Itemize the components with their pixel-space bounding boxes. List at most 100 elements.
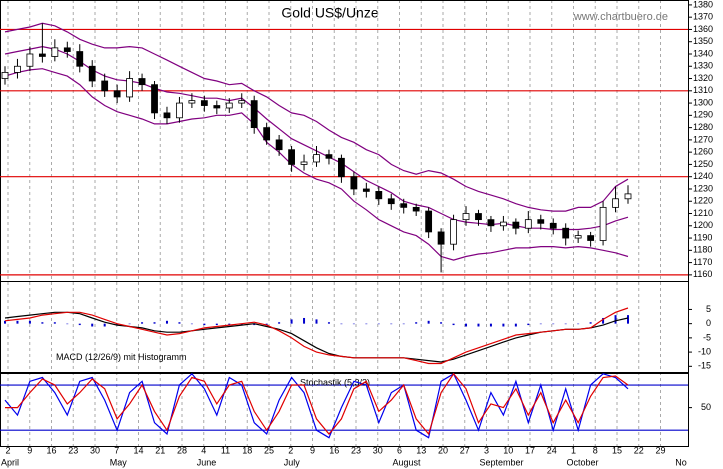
- histogram-bar: [103, 323, 106, 327]
- x-tick-label: 9: [310, 445, 315, 455]
- histogram-bar: [16, 320, 19, 324]
- histogram-bar: [190, 323, 193, 325]
- histogram-bar: [265, 323, 268, 326]
- histogram-bar: [128, 323, 131, 325]
- candle-body: [151, 84, 158, 114]
- histogram-bar: [116, 323, 119, 326]
- x-tick-label: 1: [571, 445, 576, 455]
- y-tick-label: -15: [698, 361, 711, 371]
- y-tick-label: 1290: [693, 110, 713, 120]
- candle-body: [512, 221, 520, 229]
- candle-body: [63, 47, 71, 52]
- histogram-bar: [477, 323, 480, 327]
- panel-title: MACD (12/26/9) mit Histogramm: [56, 352, 187, 362]
- histogram-bar: [165, 320, 168, 324]
- histogram-bar: [303, 317, 306, 324]
- candle-body: [313, 154, 320, 163]
- candle-body: [238, 100, 246, 104]
- histogram-bar: [141, 322, 144, 324]
- x-tick-label: 2: [5, 445, 10, 455]
- x-tick-label: 13: [416, 445, 426, 455]
- candle-body: [101, 80, 109, 92]
- histogram-bar: [78, 323, 81, 326]
- candle-body: [14, 65, 21, 73]
- histogram-bar: [4, 320, 6, 324]
- candle-body: [176, 102, 183, 119]
- histogram-bar: [427, 320, 430, 324]
- x-tick-label: 24: [547, 445, 557, 455]
- y-tick-label: 1360: [693, 24, 713, 34]
- y-tick-label: 1270: [693, 134, 713, 144]
- candle-body: [126, 78, 133, 98]
- histogram-bar: [153, 322, 156, 324]
- y-tick-label: 1240: [693, 171, 713, 181]
- histogram-bar: [440, 322, 443, 324]
- histogram-bar: [203, 323, 206, 326]
- y-tick-label: 1350: [693, 36, 713, 46]
- histogram-bar: [502, 323, 505, 327]
- y-tick-label: 1340: [693, 48, 713, 58]
- histogram-bar: [589, 322, 592, 324]
- x-tick-label: 3: [484, 445, 489, 455]
- histogram-bar: [539, 323, 542, 325]
- histogram-bar: [327, 322, 330, 324]
- candle-body: [387, 198, 395, 205]
- candle-body: [213, 105, 221, 109]
- histogram-bar: [352, 323, 355, 325]
- histogram-bar: [178, 322, 181, 324]
- y-tick-label: 1210: [693, 208, 713, 218]
- histogram-bar: [253, 323, 256, 326]
- candle-body: [325, 154, 333, 159]
- panel-frame: [0, 0, 689, 282]
- x-tick-label: 4: [201, 445, 206, 455]
- histogram-bar: [614, 315, 617, 324]
- series-line: [4, 372, 629, 439]
- x-tick-label: 20: [438, 445, 448, 455]
- histogram-bar: [452, 323, 455, 326]
- x-tick-label: 29: [655, 445, 665, 455]
- x-tick-label: 30: [90, 445, 100, 455]
- candle-body: [26, 53, 34, 67]
- histogram-bar: [527, 323, 530, 326]
- x-tick-label: 15: [612, 445, 622, 455]
- candle-body: [188, 100, 196, 104]
- x-tick-label: 2: [288, 445, 293, 455]
- histogram-bar: [564, 323, 567, 325]
- y-tick-label: 1170: [693, 257, 712, 267]
- y-tick-label: 1230: [693, 183, 713, 193]
- x-tick-label: 30: [373, 445, 383, 455]
- x-tick-label: 25: [264, 445, 274, 455]
- y-tick-label: 5: [706, 304, 711, 314]
- x-tick-label: 23: [351, 445, 361, 455]
- candle-body: [38, 53, 46, 57]
- series-line: [5, 372, 629, 436]
- histogram-bar: [53, 322, 56, 324]
- candle-body: [549, 222, 557, 229]
- x-tick-label: 8: [593, 445, 598, 455]
- histogram-bar: [552, 323, 555, 325]
- candle-body: [612, 198, 619, 208]
- candle-body: [462, 213, 470, 221]
- x-tick-label: 16: [329, 445, 339, 455]
- candle-body: [524, 219, 532, 229]
- candle-body: [225, 102, 233, 109]
- candle-body: [425, 210, 433, 233]
- x-tick-label: 6: [397, 445, 402, 455]
- histogram-bar: [28, 320, 31, 324]
- month-label: May: [110, 457, 128, 467]
- y-tick-label: 1190: [693, 232, 712, 242]
- candle-body: [562, 227, 570, 239]
- histogram-bar: [215, 323, 218, 326]
- candle-body: [338, 157, 345, 178]
- series-line: [4, 307, 629, 365]
- x-tick-label: 9: [27, 445, 32, 455]
- month-label: June: [197, 457, 217, 467]
- candle-body: [624, 193, 632, 200]
- histogram-bar: [402, 323, 405, 325]
- x-tick-label: 10: [503, 445, 513, 455]
- panel-title: Stochastik (5,3/3): [300, 377, 370, 387]
- histogram-bar: [278, 322, 281, 324]
- histogram-bar: [489, 323, 492, 327]
- x-tick-label: 21: [155, 445, 165, 455]
